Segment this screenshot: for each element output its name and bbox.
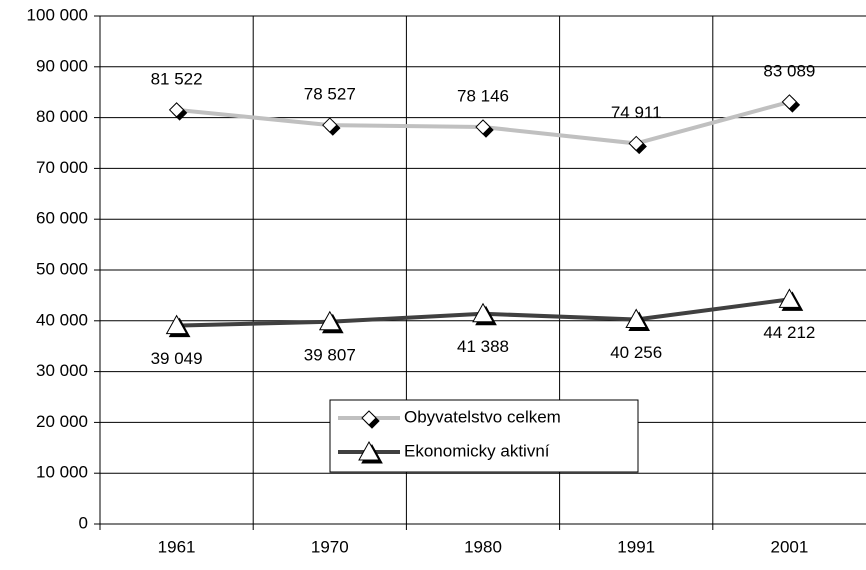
data-label: 78 527: [304, 85, 356, 104]
marker-part: [358, 440, 380, 461]
data-point: [625, 308, 651, 331]
y-tick-label: 20 000: [36, 412, 88, 431]
x-tick-label: 1991: [617, 537, 655, 556]
data-point: [472, 302, 497, 326]
marker-part: [322, 117, 338, 133]
marker-part: [781, 94, 798, 110]
marker-part: [361, 410, 377, 426]
data-label: 40 256: [610, 343, 662, 362]
marker-part: [318, 310, 341, 331]
data-point: [781, 94, 801, 113]
marker-part: [472, 302, 494, 323]
y-tick-label: 0: [79, 513, 88, 532]
y-tick-label: 10 000: [36, 463, 88, 482]
legend-marker: [358, 440, 383, 464]
data-label: 39 807: [304, 345, 356, 364]
y-tick-label: 30 000: [36, 361, 88, 380]
data-label: 44 212: [763, 323, 815, 342]
x-tick-label: 1961: [158, 537, 196, 556]
data-label: 74 911: [611, 103, 662, 122]
y-tick-label: 50 000: [36, 259, 88, 278]
y-tick-label: 100 000: [27, 5, 88, 24]
data-point: [165, 314, 191, 338]
data-point: [322, 117, 341, 136]
data-label: 83 089: [763, 61, 815, 80]
y-tick-label: 40 000: [36, 310, 88, 329]
legend-marker: [361, 410, 380, 429]
x-tick-label: 1970: [311, 537, 349, 556]
marker-part: [625, 308, 648, 328]
legend-box: [329, 399, 639, 473]
marker-part: [475, 119, 491, 135]
marker-part: [778, 288, 801, 308]
data-point: [475, 119, 494, 138]
marker-part: [628, 135, 644, 152]
y-tick-label: 90 000: [36, 56, 88, 75]
marker-part: [165, 314, 188, 335]
marker-part: [168, 102, 185, 118]
data-label: 41 388: [457, 337, 509, 356]
x-tick-label: 1980: [464, 537, 502, 556]
y-tick-label: 80 000: [36, 107, 88, 126]
data-point: [168, 102, 188, 121]
legend-label: Obyvatelstvo celkem: [404, 407, 561, 426]
y-tick-label: 60 000: [36, 209, 88, 228]
data-label: 78 146: [457, 87, 509, 106]
x-tick-label: 2001: [770, 537, 808, 556]
data-point: [628, 135, 647, 155]
data-point: [778, 288, 804, 311]
legend-label: Ekonomicky aktivní: [404, 441, 550, 460]
legend: Obyvatelstvo celkem Ekonomicky aktivní: [329, 399, 639, 473]
data-label: 81 522: [151, 69, 203, 88]
data-point: [318, 310, 344, 334]
y-tick-label: 70 000: [36, 158, 88, 177]
data-label: 39 049: [151, 349, 203, 368]
